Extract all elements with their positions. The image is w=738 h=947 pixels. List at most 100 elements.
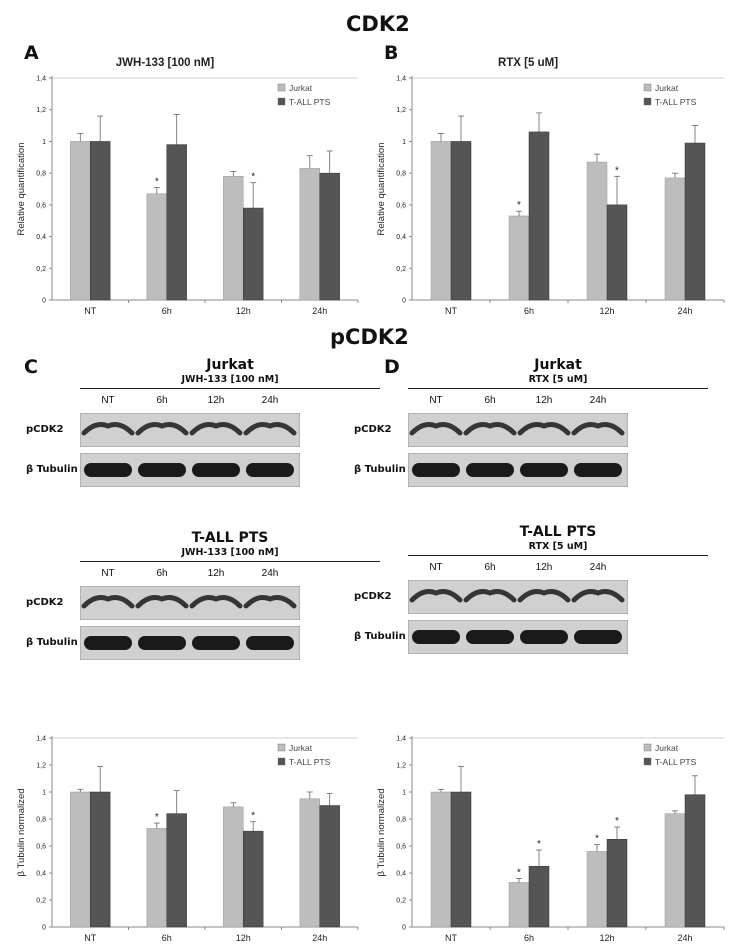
pcdk2-band [81,595,135,609]
pcdk2-band [517,589,571,603]
bar [450,791,472,928]
tubulin-band [192,463,240,477]
lane-label: 6h [156,395,168,406]
y-tick-label: 0,2 [396,898,406,905]
significance-marker: * [251,811,255,822]
pcdk2-band [135,595,189,609]
chart-jwh133-cdk2: JWH-133 [100 nM] 0 0,2 0,4 0,6 0,8 1 1,2 1,4 Rela… [16,57,359,316]
bar [223,806,244,928]
legend-swatch [643,83,652,92]
legend-label: T-ALL PTS [289,757,331,767]
significance-marker: * [615,165,619,176]
lane-label: 6h [156,568,168,579]
pcdk2-band [463,422,517,436]
blot-title: T-ALL PTS [519,524,597,540]
bar [430,141,452,301]
tubulin-band [574,463,622,477]
x-tick-label: 12h [236,306,251,316]
pcdk2-band [189,422,243,436]
x-tick-label: NT [84,933,96,943]
blot-tall-jwh133: T-ALL PTS JWH-133 [100 nM] NT 6h 12h 24h pCDK2… [26,530,380,660]
x-tick-label: 12h [599,306,614,316]
y-tick-label: 0,4 [36,871,46,878]
y-tick-label: 0,6 [396,202,406,209]
significance-marker: * [537,839,541,850]
y-tick-label: 1,2 [396,763,406,770]
lane-label: 6h [484,395,496,406]
bar [243,830,264,928]
legend-label: Jurkat [655,743,679,753]
membrane-background [80,413,300,447]
lane-label: 24h [261,395,279,406]
x-tick-label: NT [84,306,96,316]
chart-jwh133-pcdk2-normalized: 0 0,2 0,4 0,6 0,8 1 1,2 1,4 β Tubulin normalized… [16,736,359,943]
blot-jurkat-rtx: Jurkat RTX [5 uM] NT 6h 12h 24h pCDK2 β Tubulin [354,357,708,487]
y-tick-label: 0 [42,925,46,932]
bar [664,177,686,301]
lane-label: NT [429,395,443,406]
blot-row-pcdk2: pCDK2 [354,413,708,447]
pcdk2-band [243,595,297,609]
bar [528,131,550,301]
lane-label: 24h [589,395,607,406]
y-tick-label: 1 [42,139,46,146]
blot-row-label: β Tubulin [26,637,78,648]
bar [90,141,111,301]
bar [606,204,628,301]
bar [586,161,608,301]
blot-row-pcdk2: pCDK2 [26,413,380,447]
y-tick-label: 0,8 [36,817,46,824]
y-axis-label: β Tubulin normalized [376,788,387,876]
y-tick-label: 0,8 [36,171,46,178]
y-tick-label: 0,6 [36,844,46,851]
y-tick-label: 0,6 [396,844,406,851]
legend-label: T-ALL PTS [655,97,697,107]
y-tick-label: 0,2 [36,266,46,273]
bar [90,791,111,928]
y-tick-label: 1,2 [396,107,406,114]
blot-row-label: β Tubulin [26,464,78,475]
y-axis-label: Relative quantification [376,143,387,236]
blot-row-label: pCDK2 [354,591,392,602]
legend-swatch [643,757,652,766]
bar [243,207,264,301]
bar [450,141,472,301]
tubulin-band [412,630,460,644]
bar [146,193,167,301]
y-tick-label: 1,4 [396,736,406,743]
blot-row-tubulin: β Tubulin [354,620,708,654]
pcdk2-band [81,422,135,436]
legend-swatch [277,97,286,106]
tubulin-band [520,630,568,644]
blot-tall-rtx: T-ALL PTS RTX [5 uM] NT 6h 12h 24h pCDK2 β Tubu… [354,524,708,654]
y-tick-label: 0,2 [396,266,406,273]
significance-marker: * [155,176,159,187]
lane-label: 24h [261,568,279,579]
blot-membrane [80,626,300,660]
x-tick-label: 24h [677,306,692,316]
y-tick-label: 0 [402,925,406,932]
panel-letter-c: C [24,356,38,378]
y-tick-label: 0,8 [396,171,406,178]
blot-subtitle: RTX [5 uM] [528,541,588,552]
blot-title: T-ALL PTS [191,530,269,546]
y-axis-label: Relative quantification [16,143,27,236]
tubulin-band [466,630,514,644]
bar [508,215,530,301]
legend-label: T-ALL PTS [289,97,331,107]
blot-membrane [408,580,628,614]
membrane-background [408,413,628,447]
blot-row-label: pCDK2 [26,424,64,435]
blot-row-pcdk2: pCDK2 [26,586,380,620]
pcdk2-heading: pCDK2 [330,325,409,349]
y-tick-label: 1,4 [36,736,46,743]
significance-marker: * [615,816,619,827]
tubulin-band [412,463,460,477]
blot-membrane [408,620,628,654]
legend-swatch [643,743,652,752]
bar [684,142,706,301]
blot-title: Jurkat [206,357,254,373]
blot-row-pcdk2: pCDK2 [354,580,708,614]
legend-label: Jurkat [289,83,313,93]
x-tick-label: 6h [524,933,534,943]
